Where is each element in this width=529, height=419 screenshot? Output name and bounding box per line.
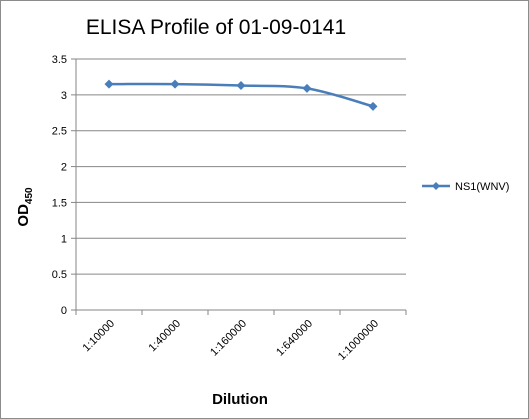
x-tick-label: 1:10000 (81, 318, 118, 355)
x-axis-title: Dilution (212, 391, 268, 408)
y-tick-label: 1.5 (52, 197, 67, 209)
legend-label: NS1(WNV) (455, 181, 509, 193)
gridlines (71, 58, 406, 311)
data-point (368, 101, 378, 111)
chart-title: ELISA Profile of 01-09-0141 (86, 16, 346, 39)
y-tick-label: 1 (61, 233, 67, 245)
y-tick-label: 2 (61, 162, 67, 174)
y-tick-label: 3.5 (52, 54, 67, 66)
y-tick-labels: 0 0.5 1 1.5 2 2.5 3 3.5 (52, 54, 67, 317)
series-ns1-wnv (104, 79, 378, 111)
legend-marker (432, 182, 440, 190)
data-point (302, 83, 312, 93)
x-tick-label: 1:160000 (208, 318, 249, 359)
y-tick-label: 2.5 (52, 126, 67, 138)
y-tick-label: 0 (61, 305, 67, 317)
data-point (104, 79, 114, 89)
x-tick-label: 1:640000 (274, 318, 315, 359)
x-tick-labels: 1:10000 1:40000 1:160000 1:640000 1:1000000 (75, 310, 407, 363)
y-axis-title-subscript: 450 (24, 187, 35, 204)
x-tick-label: 1:1000000 (336, 318, 381, 363)
y-tick-label: 0.5 (52, 269, 67, 281)
y-axis-title-main: OD (15, 204, 32, 227)
legend: NS1(WNV) (422, 181, 509, 193)
data-point (236, 81, 246, 91)
x-tick-label: 1:40000 (147, 318, 184, 355)
y-axis-title: OD450 (15, 187, 35, 227)
y-tick-label: 3 (61, 90, 67, 102)
data-point (170, 79, 180, 89)
